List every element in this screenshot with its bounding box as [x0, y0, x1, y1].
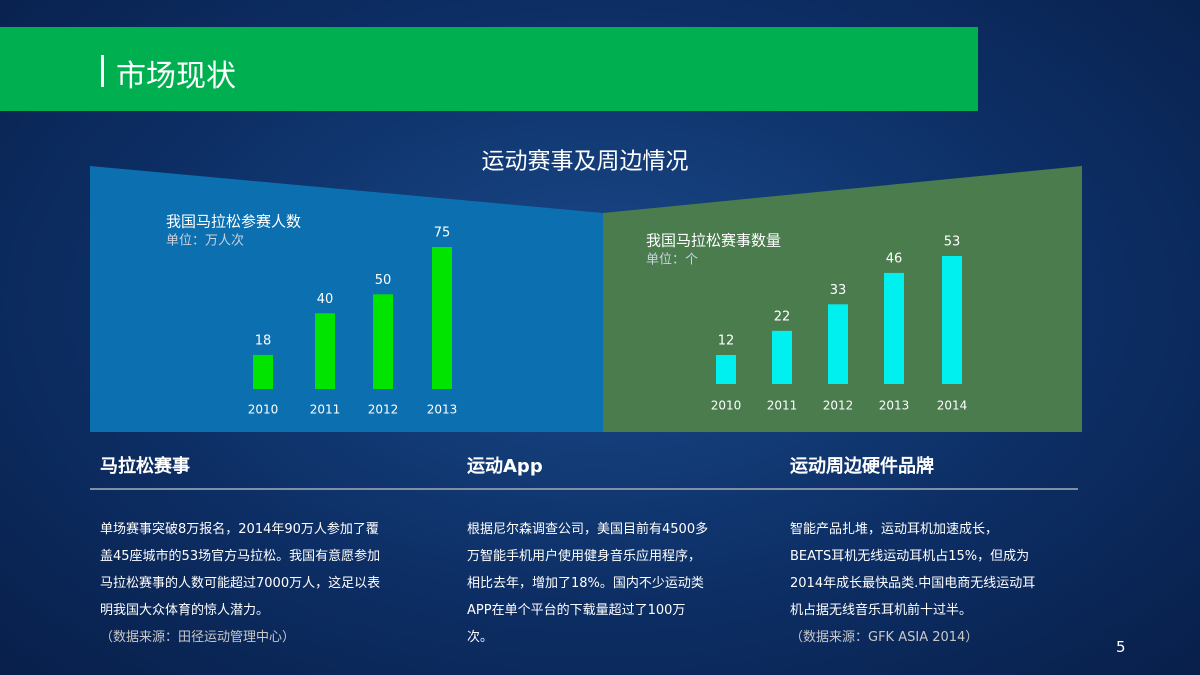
chart-subtitle: 单位：万人次 [166, 233, 244, 249]
header-accent [101, 55, 104, 87]
x-tick-label: 2011 [767, 399, 798, 413]
divider [90, 488, 1078, 490]
body-line: 马拉松赛事的人数可能超过7000万人，这足以表 [100, 576, 381, 591]
chart-subtitle: 单位：个 [646, 253, 698, 268]
body-line: 万智能手机用户使用健身音乐应用程序， [467, 549, 702, 564]
bar [772, 330, 792, 384]
value-label: 12 [718, 334, 735, 349]
x-tick-label: 2010 [248, 403, 279, 417]
body-line: BEATS耳机无线运动耳机占15%，但成为 [790, 549, 1030, 564]
section-heading: 运动App [467, 456, 543, 477]
x-tick-label: 2013 [427, 403, 458, 417]
x-tick-label: 2010 [711, 399, 742, 413]
bar [432, 247, 452, 389]
x-tick-label: 2011 [310, 403, 341, 417]
body-line: 明我国大众体育的惊人潜力。 [100, 603, 270, 618]
body-line: APP在单个平台的下载量超过了100万 [467, 603, 686, 618]
section-heading: 运动周边硬件品牌 [790, 456, 934, 477]
figure-title: 运动赛事及周边情况 [482, 149, 689, 175]
x-tick-label: 2012 [368, 403, 399, 417]
value-label: 50 [375, 273, 392, 288]
body-line: 机占据无线音乐耳机前十过半。 [790, 603, 973, 618]
panel [90, 166, 603, 432]
value-label: 22 [774, 309, 791, 324]
value-label: 75 [434, 226, 451, 241]
value-label: 40 [317, 292, 334, 307]
section: 运动App 根据尼尔森调查公司，美国目前有4500多 万智能手机用户使用健身音乐应用… [467, 452, 797, 651]
chart-title: 我国马拉松赛事数量 [646, 232, 781, 250]
value-label: 53 [944, 235, 961, 250]
chart-title: 我国马拉松参赛人数 [166, 213, 301, 231]
body-line: 单场赛事突破8万报名，2014年90万人参加了覆 [100, 522, 379, 537]
value-label: 18 [255, 333, 272, 348]
bar [253, 354, 273, 389]
bar [884, 272, 904, 384]
body-line: 2014年成长最快品类.中国电商无线运动耳 [790, 576, 1036, 591]
body-line: 根据尼尔森调查公司，美国目前有4500多 [467, 522, 709, 537]
bar [315, 313, 335, 389]
x-tick-label: 2012 [823, 399, 854, 413]
section-heading: 马拉松赛事 [100, 456, 190, 477]
bar [373, 294, 393, 389]
value-label: 46 [886, 251, 903, 266]
bar [828, 304, 848, 384]
source-note: （数据来源：田径运动管理中心） [100, 630, 296, 645]
panel [603, 166, 1082, 432]
body-line: 智能产品扎堆，运动耳机加速成长， [790, 522, 999, 537]
body-line: 相比去年，增加了18%。国内不少运动类 [467, 576, 704, 591]
value-label: 33 [830, 283, 847, 298]
body-line: 次。 [467, 630, 494, 645]
body-line: 盖45座城市的53场官方马拉松。我国有意愿参加 [100, 549, 381, 564]
section: 运动周边硬件品牌智能产品扎堆，运动耳机加速成长， BEATS耳机无线运动耳机占15… [790, 452, 1120, 651]
header-title: 市场现状 [116, 59, 236, 94]
bar [942, 256, 962, 384]
header-band [0, 27, 978, 111]
source-note: （数据来源：GFK ASIA 2014） [790, 630, 979, 645]
bar [716, 355, 736, 384]
page-number: 5 [1116, 638, 1126, 656]
x-tick-label: 2014 [937, 399, 968, 413]
x-tick-label: 2013 [879, 399, 910, 413]
section: 马拉松赛事单场赛事突破8万报名，2014年90万人参加了覆 盖45座城市的53场官… [100, 452, 430, 651]
